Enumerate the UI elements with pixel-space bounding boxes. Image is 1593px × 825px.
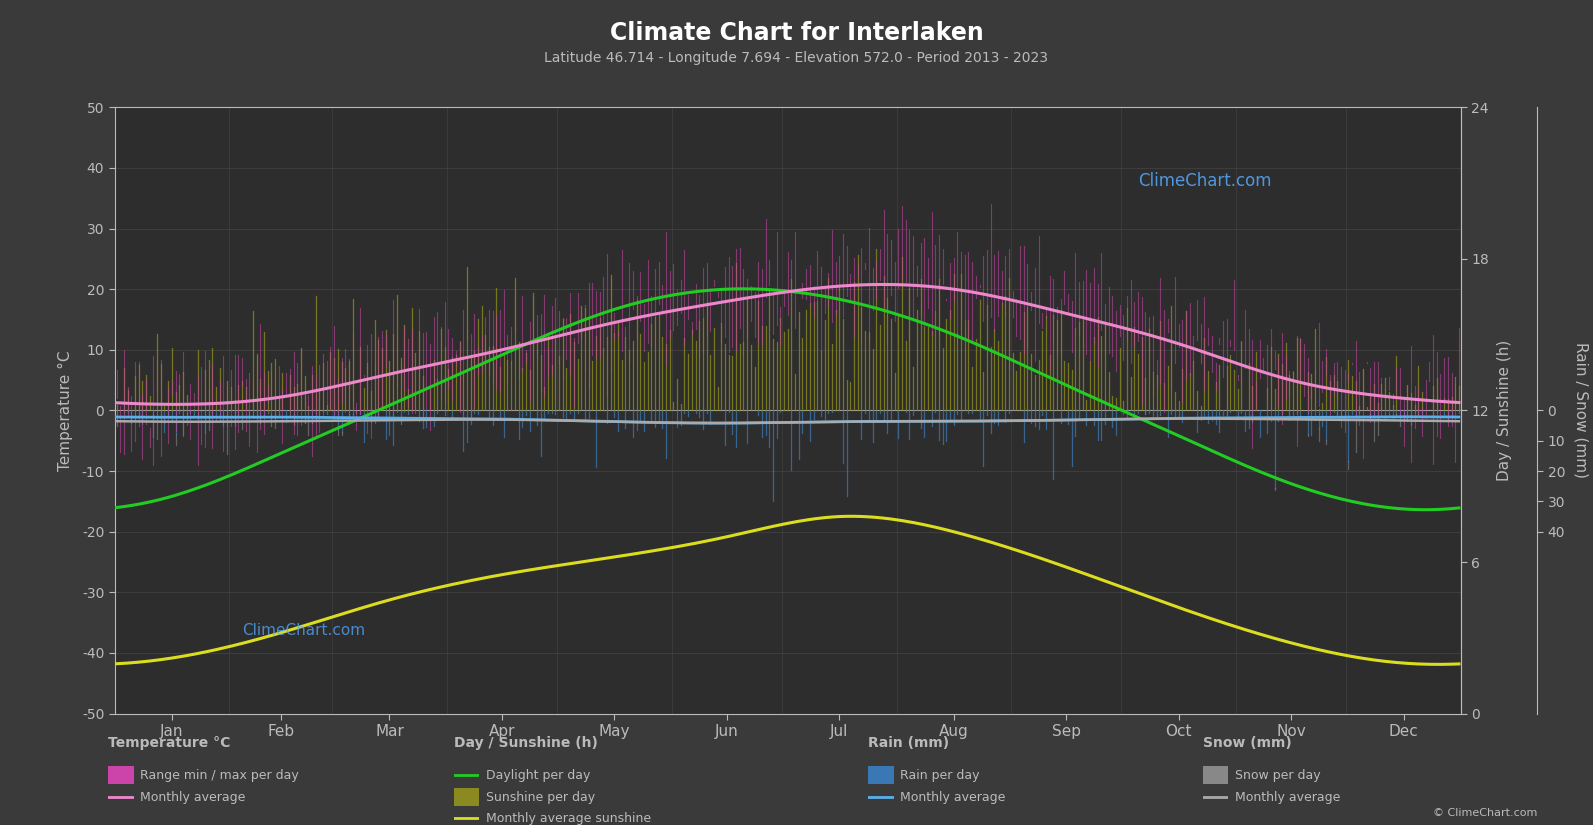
- Text: Latitude 46.714 - Longitude 7.694 - Elevation 572.0 - Period 2013 - 2023: Latitude 46.714 - Longitude 7.694 - Elev…: [545, 51, 1048, 65]
- Text: Climate Chart for Interlaken: Climate Chart for Interlaken: [610, 21, 983, 45]
- Y-axis label: Temperature °C: Temperature °C: [59, 350, 73, 471]
- Text: Temperature °C: Temperature °C: [108, 736, 231, 750]
- Text: © ClimeChart.com: © ClimeChart.com: [1432, 808, 1537, 818]
- Text: Daylight per day: Daylight per day: [486, 769, 591, 782]
- Text: Rain per day: Rain per day: [900, 769, 980, 782]
- Text: Monthly average: Monthly average: [900, 791, 1005, 804]
- Text: Monthly average: Monthly average: [140, 791, 245, 804]
- Text: Snow per day: Snow per day: [1235, 769, 1321, 782]
- Text: Sunshine per day: Sunshine per day: [486, 791, 596, 804]
- Text: Monthly average sunshine: Monthly average sunshine: [486, 812, 652, 825]
- Text: Day / Sunshine (h): Day / Sunshine (h): [454, 736, 597, 750]
- Text: Rain (mm): Rain (mm): [868, 736, 949, 750]
- Y-axis label: Rain / Snow (mm): Rain / Snow (mm): [1574, 342, 1588, 478]
- Y-axis label: Day / Sunshine (h): Day / Sunshine (h): [1497, 340, 1512, 481]
- Text: ClimeChart.com: ClimeChart.com: [242, 623, 366, 638]
- Text: Snow (mm): Snow (mm): [1203, 736, 1292, 750]
- Text: ClimeChart.com: ClimeChart.com: [1137, 172, 1271, 190]
- Text: Range min / max per day: Range min / max per day: [140, 769, 299, 782]
- Text: Monthly average: Monthly average: [1235, 791, 1340, 804]
